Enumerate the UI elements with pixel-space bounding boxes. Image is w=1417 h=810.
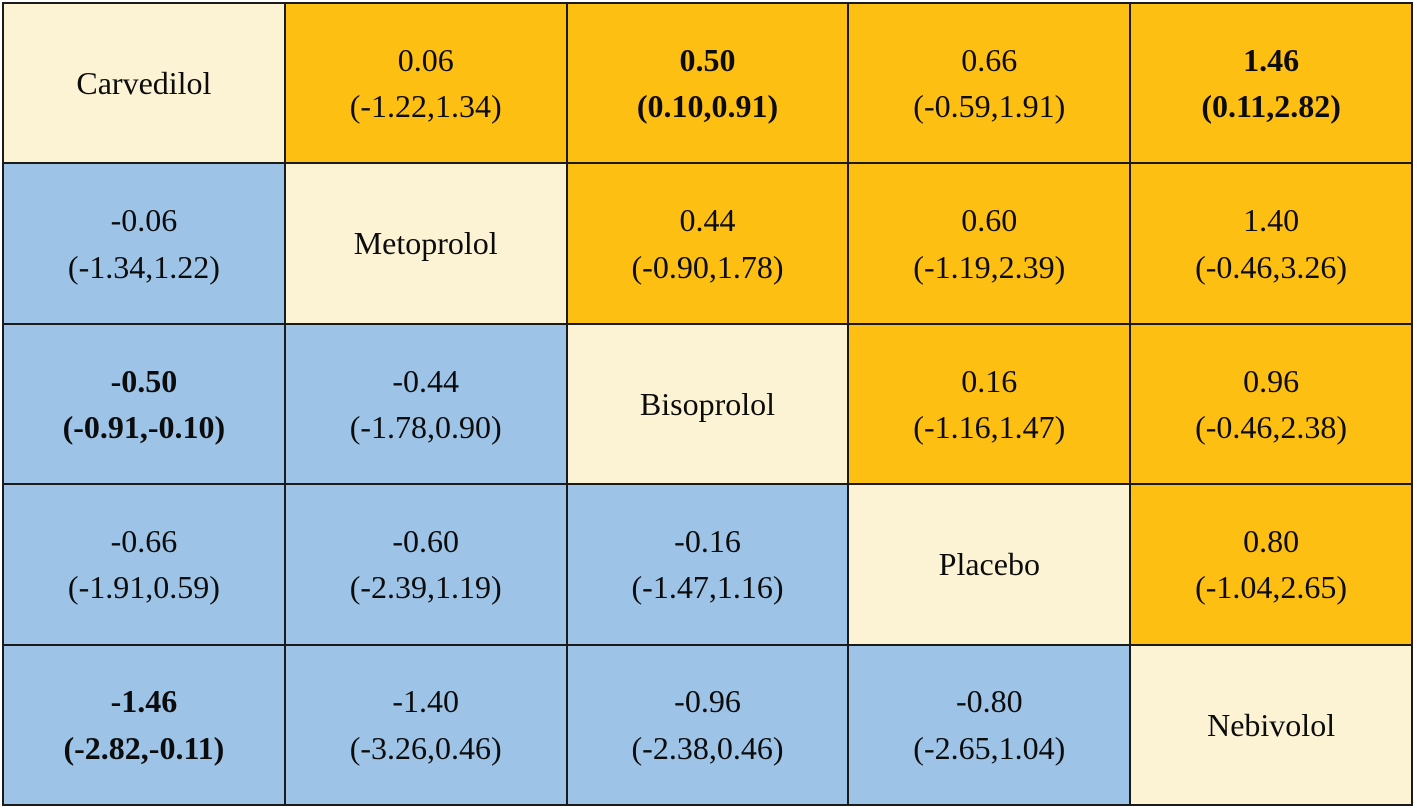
- confidence-interval: (0.11,2.82): [1201, 88, 1341, 125]
- treatment-cell-nebivolol: Nebivolol: [1129, 643, 1413, 807]
- confidence-interval: (0.10,0.91): [636, 88, 779, 125]
- treatment-cell-placebo: Placebo: [847, 483, 1132, 646]
- estimate-cell: 0.16 (-1.16,1.47): [847, 322, 1132, 486]
- treatment-cell-carvedilol: Carvedilol: [2, 1, 286, 165]
- estimate-value: 0.66: [961, 41, 1018, 78]
- estimate-cell: -0.80 (-2.65,1.04): [847, 643, 1132, 807]
- estimate-cell: -0.06 (-1.34,1.22): [2, 162, 286, 325]
- estimate-cell: -1.46 (-2.82,-0.11): [2, 643, 286, 807]
- estimate-value: -0.16: [674, 522, 741, 559]
- table-row: -1.46 (-2.82,-0.11) -1.40 (-3.26,0.46) -0.96…: [2, 643, 1413, 807]
- estimate-cell: -0.50 (-0.91,-0.10): [2, 322, 286, 486]
- estimate-cell: 0.80 (-1.04,2.65): [1129, 483, 1413, 646]
- estimate-value: 0.06: [397, 41, 454, 78]
- table-row: -0.06 (-1.34,1.22) Metoprolol 0.44 (-0.90,1.…: [2, 162, 1413, 325]
- confidence-interval: (-0.59,1.91): [913, 88, 1066, 125]
- table-row: Carvedilol 0.06 (-1.22,1.34) 0.50 (0.10,0.91…: [2, 1, 1413, 165]
- estimate-cell: 0.44 (-0.90,1.78): [565, 162, 850, 325]
- estimate-value: 1.46: [1243, 41, 1300, 78]
- estimate-cell: -0.96 (-2.38,0.46): [565, 643, 850, 807]
- confidence-interval: (-1.16,1.47): [913, 408, 1066, 445]
- confidence-interval: (-1.04,2.65): [1195, 569, 1348, 606]
- estimate-value: -1.46: [110, 683, 178, 720]
- estimate-value: 0.80: [1243, 522, 1300, 559]
- estimate-cell: 1.46 (0.11,2.82): [1129, 1, 1413, 165]
- table-row: -0.50 (-0.91,-0.10) -0.44 (-1.78,0.90) Bisop…: [2, 322, 1413, 486]
- estimate-cell: -0.44 (-1.78,0.90): [283, 322, 568, 486]
- estimate-value: 0.60: [961, 202, 1018, 239]
- confidence-interval: (-1.78,0.90): [349, 408, 502, 445]
- confidence-interval: (-2.38,0.46): [631, 729, 784, 766]
- estimate-cell: 1.40 (-0.46,3.26): [1129, 162, 1413, 325]
- estimate-cell: 0.06 (-1.22,1.34): [283, 1, 568, 165]
- estimate-cell: 0.66 (-0.59,1.91): [847, 1, 1132, 165]
- estimate-value: -0.50: [110, 362, 178, 399]
- confidence-interval: (-1.34,1.22): [67, 248, 220, 285]
- confidence-interval: (-0.46,2.38): [1195, 408, 1348, 445]
- estimate-value: -0.66: [110, 522, 178, 559]
- confidence-interval: (-1.91,0.59): [67, 569, 220, 606]
- estimate-value: -1.40: [392, 683, 460, 720]
- estimate-value: -0.96: [674, 683, 741, 720]
- confidence-interval: (-1.22,1.34): [349, 88, 502, 125]
- estimate-cell: 0.50 (0.10,0.91): [565, 1, 850, 165]
- estimate-cell: -0.60 (-2.39,1.19): [283, 483, 568, 646]
- treatment-cell-bisoprolol: Bisoprolol: [565, 322, 850, 486]
- estimate-cell: 0.60 (-1.19,2.39): [847, 162, 1132, 325]
- estimate-value: -0.44: [392, 362, 460, 399]
- confidence-interval: (-2.82,-0.11): [63, 729, 225, 766]
- confidence-interval: (-0.46,3.26): [1195, 248, 1348, 285]
- estimate-value: -0.60: [392, 522, 460, 559]
- confidence-interval: (-1.19,2.39): [913, 248, 1066, 285]
- confidence-interval: (-2.65,1.04): [913, 729, 1066, 766]
- estimate-value: -0.06: [110, 202, 178, 239]
- estimate-cell: -0.16 (-1.47,1.16): [565, 483, 850, 646]
- estimate-cell: -1.40 (-3.26,0.46): [283, 643, 568, 807]
- estimate-value: -0.80: [955, 683, 1023, 720]
- confidence-interval: (-3.26,0.46): [349, 729, 502, 766]
- confidence-interval: (-1.47,1.16): [631, 569, 784, 606]
- table-row: -0.66 (-1.91,0.59) -0.60 (-2.39,1.19) -0.16 (…: [2, 483, 1413, 646]
- estimate-value: 0.50: [679, 41, 736, 78]
- confidence-interval: (-0.90,1.78): [631, 248, 784, 285]
- confidence-interval: (-2.39,1.19): [349, 569, 502, 606]
- estimate-value: 0.44: [679, 202, 736, 239]
- estimate-cell: 0.96 (-0.46,2.38): [1129, 322, 1413, 486]
- estimate-value: 1.40: [1243, 202, 1300, 239]
- estimate-value: 0.96: [1243, 362, 1300, 399]
- confidence-interval: (-0.91,-0.10): [62, 408, 226, 445]
- treatment-cell-metoprolol: Metoprolol: [283, 162, 568, 325]
- estimate-value: 0.16: [961, 362, 1018, 399]
- estimate-cell: -0.66 (-1.91,0.59): [2, 483, 286, 646]
